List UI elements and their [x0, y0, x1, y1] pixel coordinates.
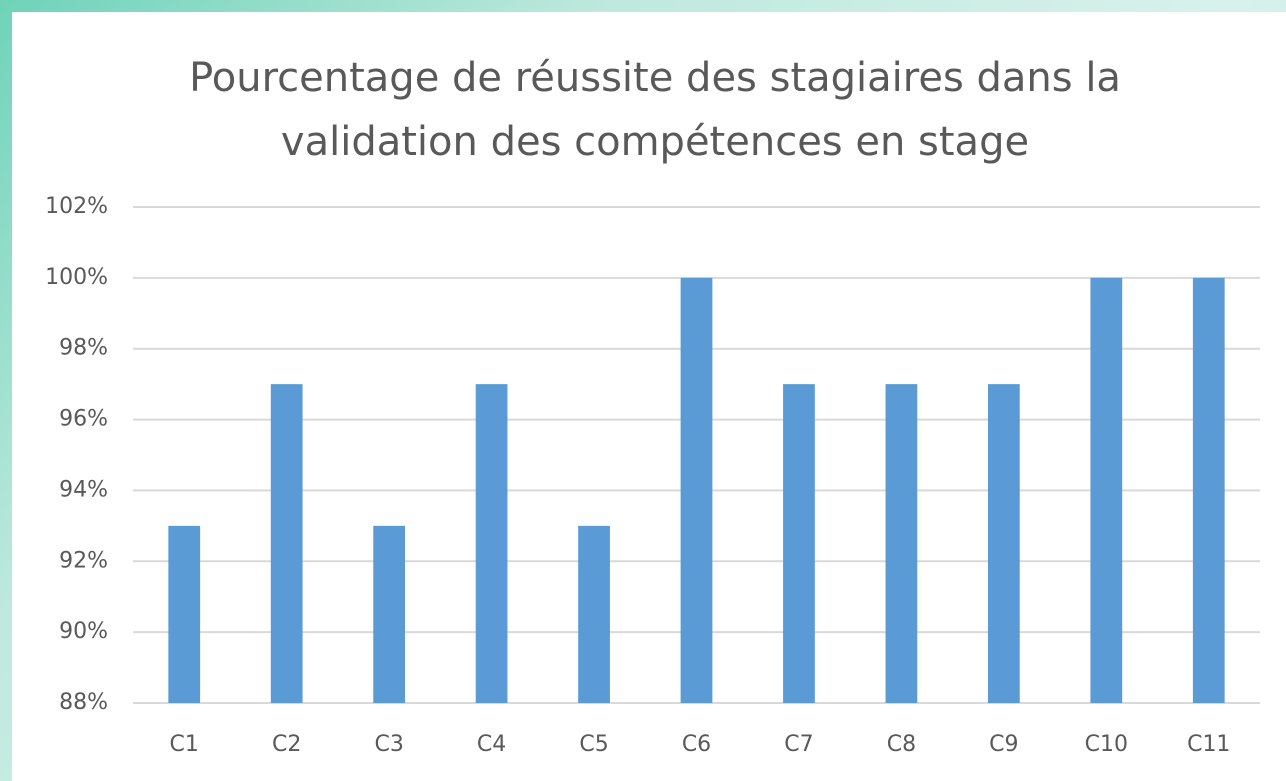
y-tick-label: 98%: [59, 336, 108, 361]
bar: [885, 384, 918, 703]
y-tick-label: 90%: [59, 619, 108, 644]
y-tick-label: 88%: [59, 690, 108, 715]
bar: [1090, 277, 1123, 703]
bar: [475, 384, 508, 703]
x-tick-label: C2: [272, 732, 301, 757]
bar: [987, 384, 1020, 703]
y-tick-label: 94%: [59, 477, 108, 502]
y-tick-label: 102%: [45, 194, 108, 219]
bar: [373, 525, 406, 703]
x-tick-label: C7: [784, 732, 813, 757]
x-tick-label: C3: [374, 732, 403, 757]
bar: [680, 277, 713, 703]
chart-card: [12, 12, 1286, 781]
y-tick-label: 92%: [59, 548, 108, 573]
x-tick-label: C11: [1187, 732, 1230, 757]
x-tick-label: C8: [887, 732, 916, 757]
x-tick-label: C9: [989, 732, 1018, 757]
bar: [783, 384, 815, 703]
x-tick-label: C5: [579, 732, 608, 757]
bar: [1192, 277, 1225, 703]
chart-title: Pourcentage de réussite des stagiaires d…: [189, 55, 1121, 165]
x-tick-label: C6: [682, 732, 711, 757]
x-tick-label: C10: [1085, 732, 1128, 757]
y-tick-label: 96%: [59, 407, 108, 432]
y-tick-label: 100%: [45, 265, 108, 290]
x-tick-label: C4: [477, 732, 506, 757]
bar: [578, 525, 610, 703]
bar: [168, 525, 201, 703]
bar: [270, 384, 303, 703]
x-tick-label: C1: [170, 732, 199, 757]
